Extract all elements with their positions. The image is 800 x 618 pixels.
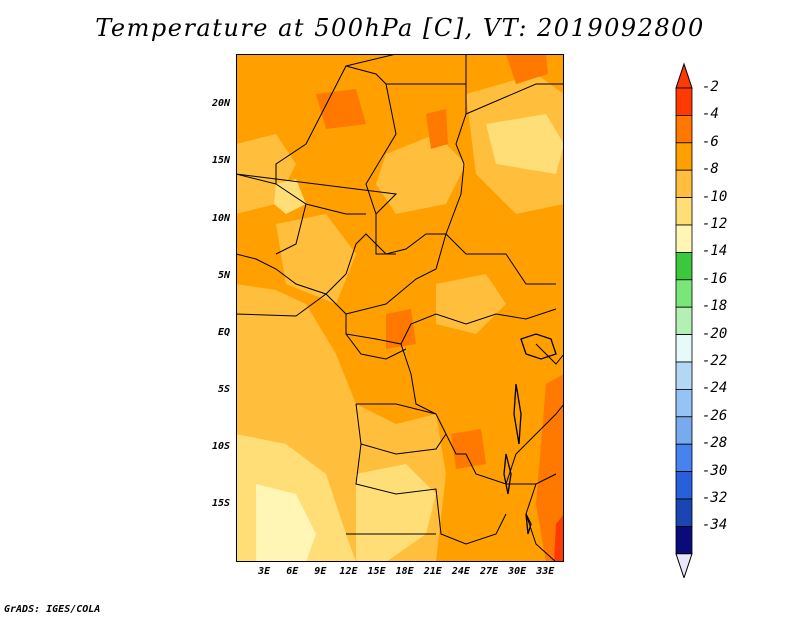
colorbar-swatch (675, 251, 693, 281)
lat-tick-label: 15S (211, 497, 230, 509)
lon-tick-label: 15E (367, 566, 386, 577)
colorbar-under-triangle (675, 553, 693, 578)
colorbar-svg (675, 62, 693, 578)
field-band-north (376, 134, 466, 214)
lon-tick-label: 9E (314, 566, 327, 577)
lon-tick-label: 27E (479, 566, 499, 577)
lon-tick-label: 30E (508, 566, 527, 577)
lat-tick-label: 15N (211, 155, 230, 167)
field-cool-northeast (486, 114, 564, 174)
lon-tick-label: 3E (258, 566, 271, 577)
map-plot-area (236, 54, 564, 562)
colorbar-tick-label: -30 (702, 462, 728, 479)
colorbar-swatch (675, 115, 693, 144)
colorbar-tick-label: -28 (702, 435, 728, 452)
colorbar-tick-label: -14 (702, 243, 728, 260)
colorbar-tick-label: -2 (702, 79, 719, 95)
lakes (503, 333, 557, 535)
field-band-center (436, 274, 506, 334)
colorbar-tick-label: -32 (702, 490, 728, 506)
colorbar-swatch (675, 169, 693, 198)
map-frame (236, 54, 564, 562)
colorbar-tick-label: -24 (702, 380, 728, 397)
field-hot-patch-2 (426, 109, 448, 149)
lat-tick-label: 5S (217, 383, 230, 395)
temperature-map (236, 54, 564, 562)
lat-tick-label: EQ (217, 326, 230, 338)
colorbar-tick-label: -22 (702, 353, 728, 369)
colorbar-swatch (675, 224, 693, 253)
colorbar-swatch (675, 142, 693, 171)
lon-tick-label: 21E (423, 566, 442, 577)
colorbar-tick-label: -18 (702, 298, 728, 315)
colorbar-over-triangle (675, 62, 693, 89)
lon-tick-label: 18E (395, 566, 414, 577)
colorbar-tick-label: -8 (702, 161, 719, 178)
colorbar-tick-label: -10 (702, 188, 728, 205)
colorbar-tick-label: -4 (702, 106, 719, 123)
colorbar-tick-label: -6 (702, 133, 719, 150)
colorbar-swatch (675, 334, 693, 363)
colorbar-swatch (675, 306, 693, 335)
colorbar-swatch (675, 361, 693, 390)
colorbar-swatch (675, 388, 693, 418)
colorbar-tick-label: -16 (702, 270, 728, 287)
colorbar-tick-label: -12 (702, 216, 728, 232)
lat-tick-label: 5N (217, 269, 230, 281)
colorbar-swatch (675, 498, 693, 527)
chart-title: Temperature at 500hPa [C], VT: 201909280… (95, 14, 705, 42)
lon-tick-label: 12E (339, 566, 358, 577)
lat-tick-label: 10N (211, 212, 230, 224)
field-hottest-east (554, 514, 564, 562)
colorbar-swatch (675, 279, 693, 308)
field-hot-patch-4 (386, 309, 416, 349)
lon-tick-label: 6E (286, 566, 299, 577)
field-coolest-southwest (256, 484, 316, 562)
colorbar-swatch (675, 525, 693, 555)
colorbar-tick-label: -34 (702, 517, 728, 534)
country-borders (236, 54, 564, 562)
footer-credit: GrADS: IGES/COLA (4, 604, 101, 615)
lon-tick-label: 33E (536, 566, 555, 577)
colorbar-tick-label: -20 (702, 325, 728, 342)
colorbar-swatch (675, 87, 693, 116)
lat-tick-label: 10S (211, 440, 230, 452)
lat-tick-label: 20N (211, 98, 230, 110)
field-hot-north (506, 54, 548, 84)
field-hot-patch-3 (451, 429, 486, 469)
colorbar-tick-label: -26 (702, 407, 728, 424)
colorbar-swatch (675, 471, 693, 500)
field-hot-east (536, 374, 564, 562)
colorbar-swatch (675, 197, 693, 226)
colorbar-swatch (675, 443, 693, 473)
field-band-west (276, 214, 356, 304)
lon-tick-label: 24E (451, 566, 470, 577)
field-hot-patch-1 (316, 89, 366, 129)
colorbar-swatch (675, 416, 693, 445)
